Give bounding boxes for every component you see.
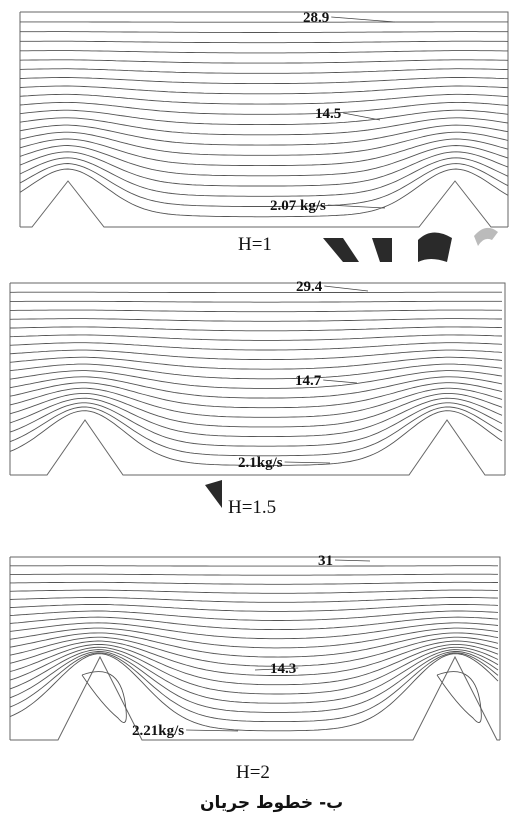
streamline	[9, 603, 499, 612]
streamline	[9, 349, 503, 361]
label-leader-line	[254, 667, 299, 671]
streamline	[19, 131, 509, 156]
streamline	[9, 622, 499, 640]
recirculation-loop	[81, 671, 127, 723]
streamline	[19, 117, 509, 136]
streamline	[10, 300, 502, 303]
panel-2-caption: H=1.5	[228, 497, 277, 518]
label-leader-line	[331, 16, 396, 23]
streamline	[9, 356, 503, 370]
label-leader-line	[186, 729, 239, 732]
streamline	[9, 646, 499, 695]
streamline	[20, 50, 508, 54]
label-leader-line	[327, 204, 386, 209]
channel-wall	[9, 556, 501, 740]
streamline	[10, 573, 498, 576]
streamline-label: 31	[318, 553, 333, 569]
streamline	[19, 157, 509, 197]
streamline	[19, 151, 509, 187]
streamline	[9, 597, 499, 603]
streamline-label: 2.21kg/s	[132, 723, 184, 739]
streamline	[9, 370, 503, 389]
channel-floor-with-ribs	[10, 419, 505, 476]
streamline	[9, 387, 503, 418]
label-leader-line	[334, 559, 371, 562]
streamline	[19, 138, 509, 167]
streamline	[19, 145, 509, 177]
channel-floor-with-ribs	[20, 180, 508, 228]
streamline	[9, 643, 499, 686]
panel-1: 28.9 14.5 2.07 kg/s	[19, 10, 509, 228]
recirculation-loop	[436, 671, 482, 723]
streamline	[9, 363, 503, 380]
streamline	[9, 651, 499, 713]
streamline	[20, 40, 509, 44]
streamline	[19, 85, 509, 95]
label-leader-line	[343, 112, 381, 121]
panel-3-caption: H=2	[236, 762, 270, 783]
streamline	[9, 397, 503, 438]
streamline-label: 2.1kg/s	[238, 455, 283, 471]
streamline	[9, 652, 499, 723]
streamline	[9, 632, 499, 658]
streamline-label: 29.4	[296, 279, 323, 295]
streamline	[9, 640, 499, 676]
streamline	[19, 59, 509, 64]
streamline	[9, 627, 499, 649]
streamline	[19, 93, 509, 105]
streamline	[9, 636, 499, 667]
streamline	[19, 77, 509, 85]
streamline	[19, 109, 509, 126]
streamline-label: 2.07 kg/s	[270, 198, 326, 214]
streamline	[20, 31, 508, 33]
streamline	[9, 382, 503, 409]
streamline	[10, 309, 503, 313]
streamline	[9, 376, 503, 399]
streamline	[9, 410, 503, 466]
streamline-label: 28.9	[303, 10, 329, 26]
streamline	[9, 402, 503, 447]
streamline	[19, 68, 509, 74]
streamline	[9, 318, 502, 322]
streamline	[19, 168, 509, 218]
streamline	[10, 581, 498, 585]
streamline	[9, 610, 499, 621]
streamline-label: 14.5	[315, 106, 341, 122]
streamline	[10, 326, 503, 332]
streamline	[9, 406, 503, 457]
streamline-label: 14.7	[295, 373, 322, 389]
streamline	[19, 124, 509, 146]
figure-title: ب- خطوط جریان	[200, 793, 344, 813]
panel-2: 29.4 14.7 2.1kg/s	[9, 279, 506, 476]
streamline	[9, 589, 498, 594]
label-leader-line	[324, 285, 369, 292]
streamline	[9, 616, 499, 631]
label-leader-line	[323, 379, 358, 384]
channel-wall	[19, 11, 509, 227]
panel-1-caption: H=1	[238, 234, 272, 255]
label-leader-line	[284, 461, 331, 464]
streamline	[9, 342, 503, 351]
streamline	[9, 334, 503, 341]
streamline	[19, 101, 509, 115]
channel-floor-with-ribs	[10, 655, 500, 741]
streamline	[9, 649, 499, 704]
streamline	[9, 392, 503, 428]
streamline	[9, 653, 499, 732]
streamline	[19, 163, 509, 207]
